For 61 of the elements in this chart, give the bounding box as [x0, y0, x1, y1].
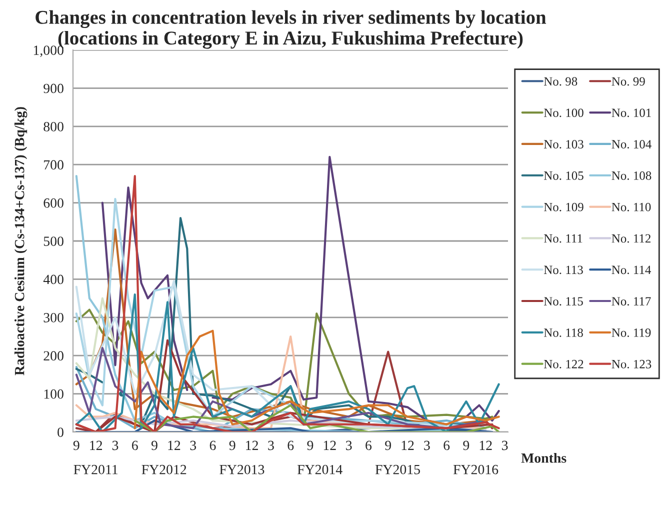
legend-label: No. 100: [544, 108, 584, 118]
y-tick-label: 500: [44, 236, 64, 246]
legend-label: No. 122: [544, 360, 584, 368]
legend-label: No. 118: [544, 328, 583, 337]
legend-label: No. 109: [544, 202, 584, 212]
x-tick-label: 3: [268, 440, 274, 450]
x-tick-label: 12: [246, 440, 258, 450]
y-tick-label: 700: [44, 160, 64, 170]
x-tick-label: 9: [463, 440, 470, 450]
text: FY2016: [453, 464, 498, 474]
x-tick-label: 6: [132, 440, 138, 450]
y-tick-label: 200: [44, 351, 64, 361]
x-tick-label: 9: [73, 440, 80, 450]
x-tick-label: 3: [346, 440, 352, 450]
x-tick-label: 6: [444, 440, 450, 450]
x-tick-label: 3: [112, 440, 118, 450]
legend-label: No. 104: [612, 140, 652, 148]
text: FY2015: [375, 464, 420, 474]
y-tick-label: 100: [44, 389, 64, 399]
legend-label: No. 117: [612, 297, 651, 306]
x-tick-label: 6: [366, 440, 372, 450]
legend-label: No. 110: [612, 202, 651, 212]
x-tick-label: 9: [385, 440, 392, 450]
y-axis-title: Radioactive Cesium (Cs-134+Cs-137) (Bq/kg): [14, 107, 28, 376]
x-tick-label: 12: [168, 440, 180, 450]
legend-label: No. 111: [544, 234, 582, 243]
legend-label: No. 103: [544, 140, 584, 148]
text: FY2012: [142, 464, 186, 474]
x-tick-label: 9: [229, 440, 236, 450]
legend-label: No. 123: [612, 360, 652, 368]
x-axis-title: Months: [521, 453, 566, 463]
legend-label: No. 101: [612, 108, 651, 118]
x-tick-label: 6: [288, 440, 294, 450]
x-tick-label: 9: [151, 440, 158, 450]
x-tick-label: 9: [307, 440, 314, 450]
text: FY2014: [297, 464, 342, 474]
x-tick-label: 3: [502, 440, 508, 450]
x-tick-label: 12: [402, 440, 414, 450]
legend-label: No. 113: [544, 266, 583, 274]
legend-label: No. 98: [544, 77, 578, 86]
x-tick-label: 12: [480, 440, 492, 450]
legend-label: No. 119: [612, 328, 651, 337]
legend-label: No. 105: [544, 171, 584, 180]
y-tick-label: 800: [44, 122, 64, 132]
legend-label: No. 108: [612, 171, 652, 180]
legend-label: No. 114: [612, 266, 651, 274]
x-tick-label: 6: [210, 440, 216, 450]
y-tick-label: 300: [44, 312, 64, 322]
text: FY2013: [220, 464, 264, 474]
x-tick-label: 12: [324, 440, 336, 450]
x-tick-label: 3: [190, 440, 196, 450]
x-tick-label: 12: [90, 440, 102, 450]
y-tick-label: 0: [58, 428, 64, 437]
legend-label: No. 112: [612, 234, 650, 243]
y-tick-label: 900: [44, 84, 64, 94]
y-tick-label: 600: [44, 198, 64, 208]
legend-label: No. 115: [544, 297, 583, 306]
x-tick-label: 3: [424, 440, 430, 450]
y-tick-label: 400: [43, 274, 64, 284]
text: FY2011: [74, 464, 118, 474]
legend-label: No. 99: [612, 77, 645, 86]
